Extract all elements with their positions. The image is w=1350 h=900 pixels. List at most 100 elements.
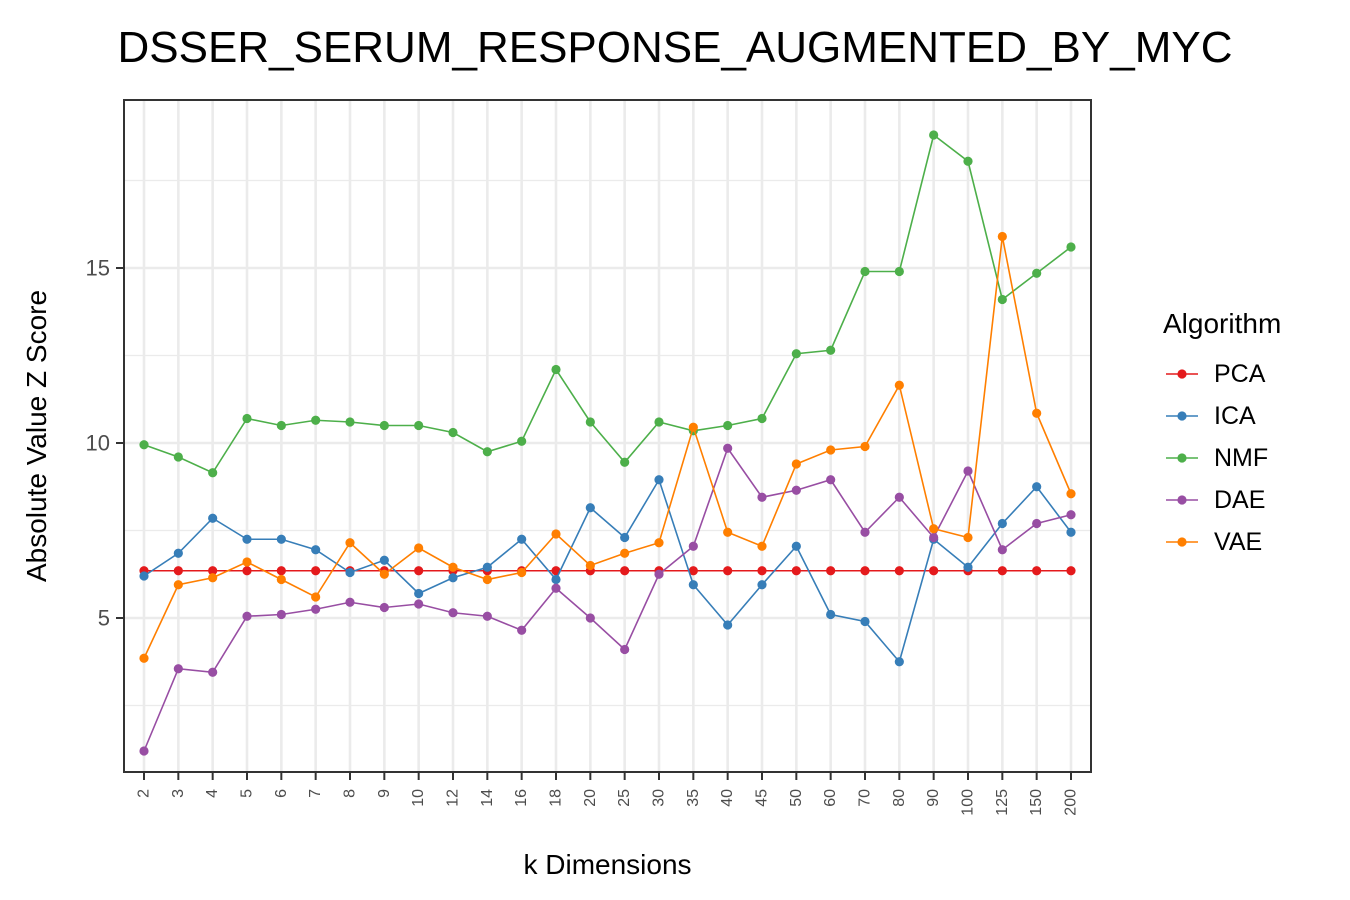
x-tick-label: 30 (651, 789, 668, 807)
data-point-nmf (860, 266, 870, 277)
data-point-pca (723, 566, 733, 576)
x-tick-label: 150 (1028, 789, 1045, 816)
legend-label: VAE (1214, 528, 1262, 556)
x-axis-ticks: 2 3 4 5 6 7 8 9 10 12 14 16 18 20 25 30 35 40 45 50 60 70 80 90… (136, 772, 1080, 816)
data-point-ica (482, 562, 492, 572)
x-axis-title: k Dimensions (523, 849, 691, 880)
data-point-ica (448, 573, 458, 583)
data-point-ica (242, 534, 252, 544)
data-point-dae (654, 569, 664, 579)
data-point-vae (345, 538, 355, 548)
data-point-dae (242, 611, 252, 621)
x-tick-label: 2 (136, 789, 153, 798)
data-point-vae (379, 569, 389, 579)
data-point-vae (860, 441, 870, 452)
legend-item-nmf: NMF (1166, 444, 1268, 472)
legend-title: Algorithm (1163, 308, 1281, 339)
data-point-pca (688, 566, 698, 576)
data-point-ica (860, 616, 870, 627)
x-tick-label: 125 (994, 789, 1011, 816)
data-point-nmf (723, 420, 733, 431)
data-point-ica (414, 588, 424, 599)
x-tick-label: 7 (307, 789, 324, 798)
data-point-ica (379, 555, 389, 565)
data-point-nmf (620, 457, 630, 467)
x-tick-label: 25 (616, 789, 633, 807)
data-point-vae (173, 580, 183, 590)
data-point-vae (1032, 408, 1042, 418)
data-point-pca (208, 566, 218, 576)
data-point-dae (139, 746, 149, 756)
series-line-dae (143, 446, 1072, 752)
data-point-vae (757, 541, 767, 551)
data-point-dae (791, 485, 801, 495)
data-point-nmf (1032, 268, 1042, 278)
data-point-vae (414, 543, 424, 553)
x-tick-label: 18 (548, 789, 565, 807)
data-point-ica (963, 562, 973, 572)
data-point-dae (894, 492, 904, 502)
legend-item-dae: DAE (1166, 486, 1265, 514)
data-point-ica (826, 609, 836, 620)
data-point-dae (1032, 518, 1042, 529)
series-line-nmf (143, 133, 1072, 474)
y-axis-ticks: 5 10 15 (86, 256, 124, 631)
x-tick-label: 60 (822, 789, 839, 807)
data-point-vae (826, 445, 836, 455)
x-tick-label: 45 (754, 789, 771, 807)
data-point-dae (517, 625, 527, 635)
data-point-ica (276, 534, 286, 544)
data-point-nmf (894, 266, 904, 277)
legend-label: ICA (1214, 402, 1256, 430)
data-point-ica (688, 580, 698, 590)
series-vae (139, 231, 1076, 663)
data-point-pca (242, 566, 252, 576)
x-tick-label: 100 (960, 789, 977, 816)
data-point-vae (585, 560, 595, 571)
data-point-ica (208, 513, 218, 523)
data-point-dae (826, 475, 836, 485)
data-point-vae (791, 459, 801, 469)
x-tick-label: 12 (445, 789, 462, 807)
data-point-dae (929, 532, 939, 543)
x-tick-label: 80 (891, 789, 908, 807)
y-tick-label: 15 (86, 256, 110, 281)
x-tick-label: 6 (273, 789, 290, 798)
data-point-nmf (826, 345, 836, 355)
data-point-ica (997, 518, 1007, 529)
data-point-pca (997, 566, 1007, 576)
data-point-dae (551, 583, 561, 593)
data-point-dae (414, 599, 424, 609)
y-tick-label: 10 (86, 431, 110, 456)
data-point-pca (860, 566, 870, 576)
legend-label: DAE (1214, 486, 1265, 514)
data-point-pca (929, 566, 939, 576)
x-tick-label: 5 (239, 789, 256, 798)
series-line-ica (143, 477, 1072, 664)
x-tick-label: 200 (1063, 789, 1080, 816)
data-point-dae (208, 667, 218, 677)
data-point-dae (276, 609, 286, 620)
data-point-nmf (448, 427, 458, 438)
data-point-dae (311, 604, 321, 614)
legend-item-vae: VAE (1166, 528, 1262, 556)
data-point-nmf (654, 417, 664, 427)
data-point-ica (1066, 527, 1076, 537)
data-point-pca (173, 566, 183, 576)
legend: Algorithm PCA ICA NMF DAE VAE (1163, 308, 1281, 556)
data-point-nmf (517, 436, 527, 446)
data-point-dae (963, 466, 973, 476)
data-point-ica (551, 574, 561, 585)
legend-label: PCA (1214, 360, 1266, 388)
x-tick-label: 50 (788, 789, 805, 807)
x-tick-label: 8 (342, 789, 359, 798)
legend-label: NMF (1214, 444, 1268, 472)
y-tick-label: 5 (98, 606, 110, 631)
data-point-nmf (1066, 242, 1076, 252)
x-tick-label: 16 (513, 789, 530, 807)
data-point-vae (1066, 489, 1076, 499)
data-point-vae (929, 524, 939, 534)
data-point-pca (414, 566, 424, 576)
data-point-dae (448, 608, 458, 618)
x-tick-label: 4 (204, 789, 221, 798)
